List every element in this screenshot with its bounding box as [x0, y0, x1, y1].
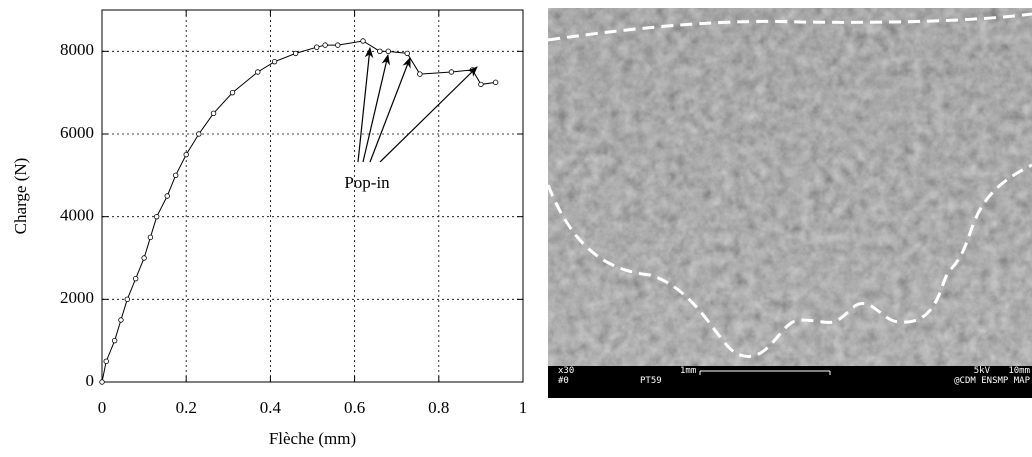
data-point: [124, 296, 130, 303]
data-point: [335, 42, 341, 48]
data-point: [292, 50, 299, 57]
boundary-bottom: [546, 163, 1032, 358]
y-tick-label: 4000: [60, 206, 94, 225]
data-point: [360, 38, 366, 44]
data-point: [385, 48, 391, 55]
data-point: [229, 89, 236, 96]
data-point: [183, 151, 189, 158]
data-point: [377, 48, 383, 55]
y-tick-label: 0: [86, 371, 95, 390]
x-tick-label: 1: [519, 398, 528, 417]
boundary-top: [547, 12, 1032, 42]
data-point: [448, 69, 455, 75]
y-axis-label: Charge (N): [11, 158, 30, 235]
data-point: [147, 234, 154, 241]
micrograph-label: 10mm: [1008, 366, 1030, 376]
micrograph-label: PT59: [640, 376, 662, 386]
x-axis-label: Flèche (mm): [269, 429, 356, 448]
micrograph-label: 5kV: [974, 366, 991, 376]
data-point: [492, 79, 499, 86]
x-tick-label: 0: [98, 398, 107, 417]
data-point: [196, 131, 202, 137]
y-tick-label: 6000: [60, 123, 94, 142]
annotation-arrow: [362, 53, 390, 163]
data-point: [141, 255, 147, 261]
data-point: [118, 317, 124, 323]
annotation-arrow: [379, 66, 478, 163]
data-point: [103, 358, 109, 365]
data-point: [164, 193, 170, 199]
data-point: [132, 275, 139, 282]
data-point: [404, 50, 410, 57]
data-point: [99, 379, 105, 385]
data-point: [154, 213, 160, 220]
data-point: [322, 42, 328, 48]
data-point: [478, 81, 484, 88]
data-point: [172, 172, 179, 179]
micrograph-texture: [548, 8, 1032, 366]
annotation-arrow: [369, 56, 411, 163]
micrograph: x30#0 1mm PT59 5kV 10mm@CDM ENSMP MAP: [546, 8, 1032, 398]
micrograph-label: 1mm: [680, 366, 696, 376]
x-tick-label: 0.6: [344, 398, 365, 417]
data-point: [271, 58, 278, 65]
annotation: Pop-in: [344, 173, 390, 192]
data-point: [111, 337, 118, 344]
micrograph-label: @CDM ENSMP MAP: [954, 376, 1030, 386]
annotation-arrow: [357, 46, 374, 163]
data-point: [417, 71, 423, 77]
data-point: [255, 69, 261, 75]
micrograph-label: #0: [558, 376, 569, 386]
data-point: [314, 44, 320, 50]
x-tick-label: 0.2: [176, 398, 197, 417]
plot-frame: [101, 9, 524, 383]
x-tick-label: 0.4: [260, 398, 282, 417]
micrograph-label: x30: [558, 366, 574, 376]
y-tick-label: 2000: [60, 288, 94, 307]
data-point: [210, 110, 217, 117]
y-tick-label: 8000: [60, 40, 94, 59]
x-tick-label: 0.8: [428, 398, 449, 417]
data-line: [101, 40, 496, 383]
